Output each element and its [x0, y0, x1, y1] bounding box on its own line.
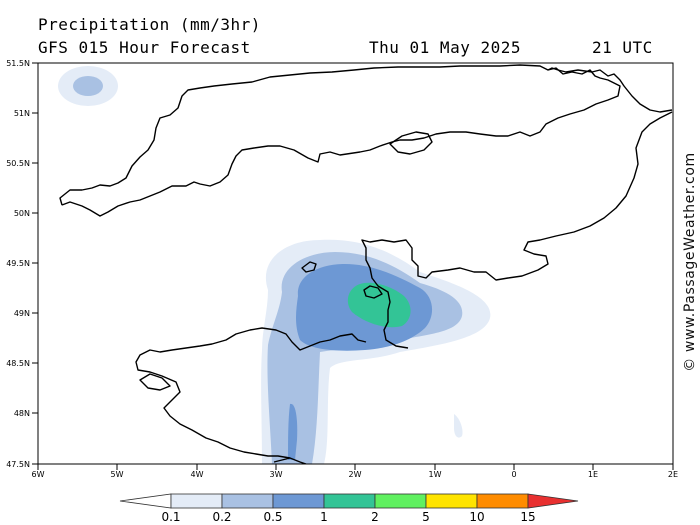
lon-tick-label: 0 [511, 470, 516, 479]
lon-tick-label: 1W [429, 470, 442, 479]
colorbar-segment [170, 493, 223, 509]
precip-area-green [347, 282, 411, 328]
colorbar-segment [221, 493, 274, 509]
lon-tick-label: 1E [588, 470, 598, 479]
coastline-north-france [361, 111, 673, 349]
lon-tick-label: 6W [32, 470, 45, 479]
colorbar-label: 0.1 [161, 510, 180, 524]
lon-tick-label: 4W [191, 470, 204, 479]
lon-axis: 6W 5W 4W 3W 2W 1W 0 1E 2E [32, 464, 678, 479]
lat-tick-label: 50N [14, 209, 30, 218]
island-guernsey [301, 261, 317, 273]
coastline-brittany-inlet [139, 373, 171, 391]
colorbar-label: 0.2 [212, 510, 231, 524]
lat-tick-label: 49.5N [6, 259, 30, 268]
lat-tick-label: 50.5N [6, 159, 30, 168]
colorbar [119, 493, 579, 509]
coastline-south-england [59, 64, 621, 217]
lat-axis: 51.5N 51N 50.5N 50N 49.5N 49N 48.5N 48N … [6, 59, 38, 469]
colorbar-min-arrow [119, 493, 172, 509]
colorbar-label: 2 [371, 510, 379, 524]
colorbar-label: 5 [422, 510, 430, 524]
colorbar-label: 10 [469, 510, 484, 524]
lon-tick-label: 5W [111, 470, 124, 479]
isle-of-wight [389, 131, 433, 155]
forecast-date: Thu 01 May 2025 [369, 38, 521, 57]
colorbar-label: 0.5 [263, 510, 282, 524]
precip-area-light [73, 76, 103, 96]
coastline-brittany [135, 327, 367, 464]
island-jersey [363, 285, 383, 299]
coastlines [59, 64, 673, 464]
colorbar-segment [425, 493, 478, 509]
forecast-time: 21 UTC [592, 38, 653, 57]
colorbar-label: 1 [320, 510, 328, 524]
colorbar-segment [476, 493, 529, 509]
precip-area-pale [454, 414, 463, 438]
colorbar-label: 15 [520, 510, 535, 524]
lat-tick-label: 47.5N [6, 460, 30, 469]
precip-area-mid [288, 403, 298, 460]
colorbar-segment [272, 493, 325, 509]
colorbar-max-arrow [527, 493, 579, 509]
lon-tick-label: 2W [349, 470, 362, 479]
map-title: Precipitation (mm/3hr) [38, 15, 261, 34]
lat-tick-label: 51N [14, 109, 30, 118]
coastline-loire [273, 457, 291, 463]
lon-tick-label: 2E [668, 470, 678, 479]
colorbar-labels: 0.1 0.2 0.5 1 2 5 10 15 [161, 510, 535, 524]
lat-tick-label: 48N [14, 409, 30, 418]
lat-tick-label: 51.5N [6, 59, 30, 68]
lon-tick-label: 3W [270, 470, 283, 479]
colorbar-segment [374, 493, 427, 509]
precip-field [58, 66, 491, 464]
colorbar-segment [323, 493, 376, 509]
watermark-text: © www.PassageWeather.com [682, 152, 698, 372]
lat-tick-label: 48.5N [6, 359, 30, 368]
coastline-east-england [547, 67, 673, 113]
lat-tick-label: 49N [14, 309, 30, 318]
forecast-subtitle: GFS 015 Hour Forecast [38, 38, 251, 57]
